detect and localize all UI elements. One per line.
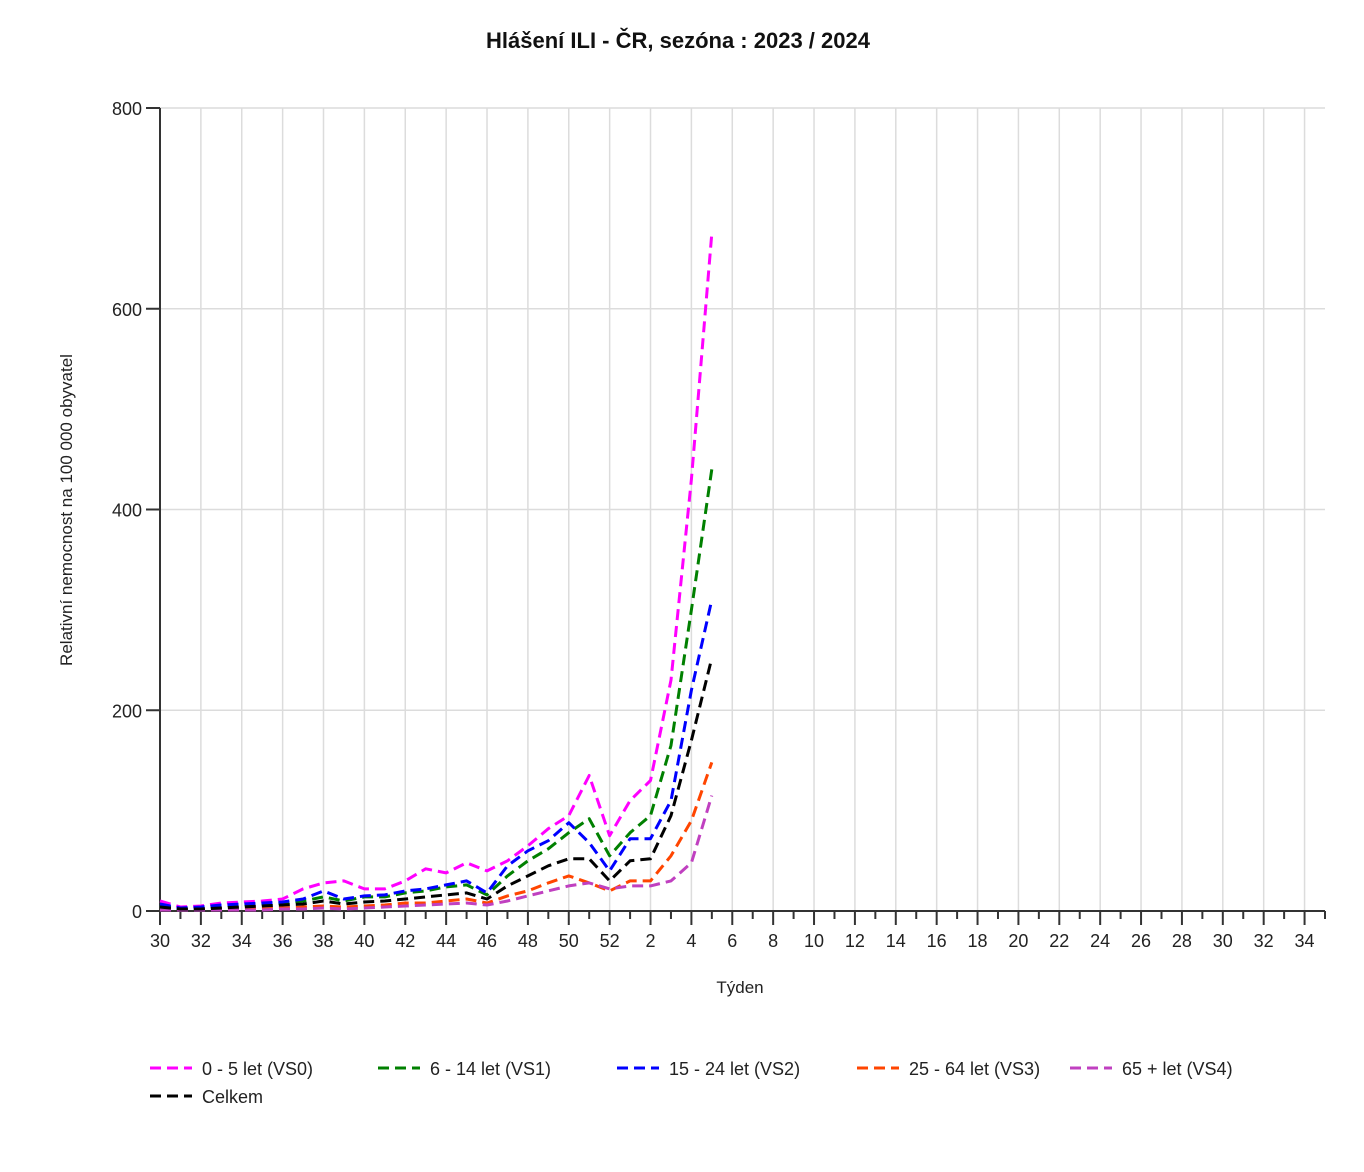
- y-tick-label: 0: [132, 902, 142, 922]
- x-tick-label: 34: [1295, 931, 1315, 951]
- x-tick-label: 2: [646, 931, 656, 951]
- x-tick-label: 38: [313, 931, 333, 951]
- x-tick-label: 18: [968, 931, 988, 951]
- x-tick-label: 30: [150, 931, 170, 951]
- x-tick-label: 48: [518, 931, 538, 951]
- y-axis-ticks: 0 200 400 600 800: [112, 99, 160, 922]
- x-tick-label: 4: [686, 931, 696, 951]
- x-tick-label: 36: [273, 931, 293, 951]
- legend-label: Celkem: [202, 1087, 263, 1107]
- gridlines: [160, 107, 1325, 911]
- legend-label: 6 - 14 let (VS1): [430, 1059, 551, 1079]
- series-line: [159, 469, 714, 911]
- y-tick-label: 200: [112, 701, 142, 721]
- x-tick-label: 14: [886, 931, 906, 951]
- x-tick-label: 50: [559, 931, 579, 951]
- y-axis-label: Relativní nemocnost na 100 000 obyvatel: [57, 354, 76, 666]
- x-tick-label: 34: [232, 931, 252, 951]
- x-axis-label: Týden: [716, 978, 763, 997]
- x-tick-label: 12: [845, 931, 865, 951]
- x-tick-label: 52: [600, 931, 620, 951]
- series-line: [159, 233, 714, 909]
- x-tick-label: 32: [191, 931, 211, 951]
- x-tick-label: 22: [1049, 931, 1069, 951]
- x-tick-label: 16: [927, 931, 947, 951]
- x-tick-label: 46: [477, 931, 497, 951]
- x-tick-label: 40: [354, 931, 374, 951]
- legend-label: 15 - 24 let (VS2): [669, 1059, 800, 1079]
- x-tick-label: 20: [1008, 931, 1028, 951]
- series-line: [159, 657, 714, 911]
- x-tick-label: 24: [1090, 931, 1110, 951]
- series-line: [160, 795, 714, 912]
- legend-label: 25 - 64 let (VS3): [909, 1059, 1040, 1079]
- x-tick-label: 30: [1213, 931, 1233, 951]
- x-tick-label: 28: [1172, 931, 1192, 951]
- x-tick-label: 42: [395, 931, 415, 951]
- x-axis-ticks: 30 32 34 36 38 40 42 44 46 48 50 52 2 4 6 8 10 12 14 16 18 20…: [150, 911, 1326, 951]
- legend: 0 - 5 let (VS0) 6 - 14 let (VS1) 15 - 24 l…: [150, 1059, 1233, 1107]
- x-tick-label: 6: [727, 931, 737, 951]
- x-tick-label: 26: [1131, 931, 1151, 951]
- x-tick-label: 8: [768, 931, 778, 951]
- y-tick-label: 600: [112, 300, 142, 320]
- y-tick-label: 800: [112, 99, 142, 119]
- legend-label: 65 + let (VS4): [1122, 1059, 1233, 1079]
- x-tick-label: 32: [1254, 931, 1274, 951]
- series-line: [159, 599, 714, 910]
- y-tick-label: 400: [112, 501, 142, 521]
- series-lines: [159, 233, 714, 912]
- chart-title: Hlášení ILI - ČR, sezóna : 2023 / 2024: [486, 28, 871, 53]
- x-tick-label: 44: [436, 931, 456, 951]
- legend-label: 0 - 5 let (VS0): [202, 1059, 313, 1079]
- x-tick-label: 10: [804, 931, 824, 951]
